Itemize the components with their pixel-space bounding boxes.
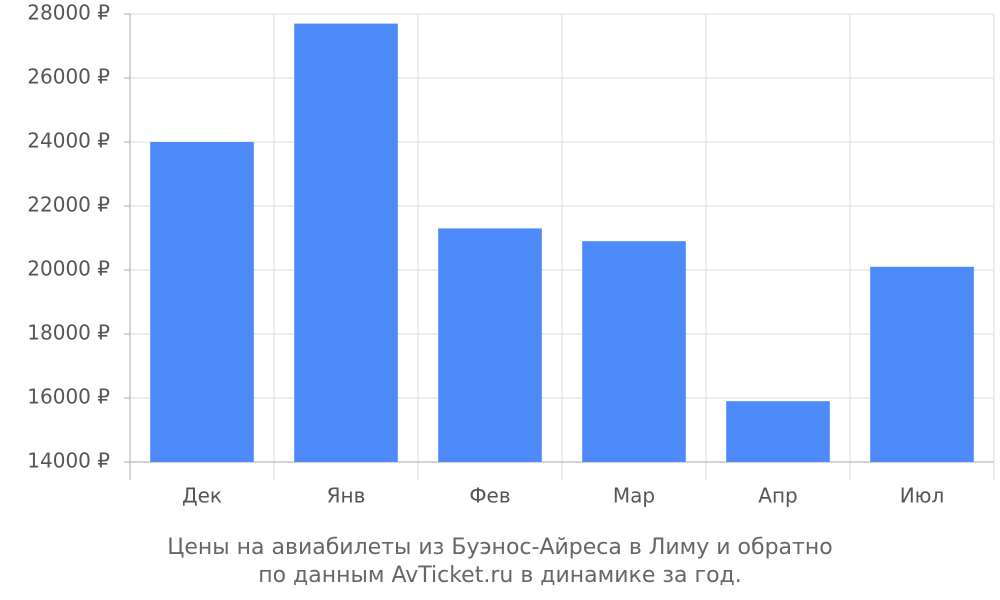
y-tick-label: 22000 ₽ bbox=[27, 193, 110, 217]
x-tick-label: Мар bbox=[613, 484, 655, 508]
bar bbox=[582, 241, 686, 462]
bar bbox=[150, 142, 254, 462]
bar bbox=[726, 401, 830, 462]
y-tick-label: 14000 ₽ bbox=[27, 449, 110, 473]
caption-line: Цены на авиабилеты из Буэнос-Айреса в Ли… bbox=[167, 535, 832, 560]
y-tick-label: 18000 ₽ bbox=[27, 321, 110, 345]
x-tick-label: Июл bbox=[900, 484, 945, 508]
y-tick-label: 20000 ₽ bbox=[27, 257, 110, 281]
x-tick-label: Апр bbox=[758, 484, 797, 508]
bar bbox=[870, 266, 974, 462]
x-tick-label: Фев bbox=[469, 484, 510, 508]
caption-line: по данным AvTicket.ru в динамике за год. bbox=[258, 563, 742, 588]
y-tick-label: 26000 ₽ bbox=[27, 65, 110, 89]
x-tick-label: Дек bbox=[182, 484, 222, 508]
bar bbox=[438, 228, 542, 462]
y-tick-label: 16000 ₽ bbox=[27, 385, 110, 409]
y-tick-label: 28000 ₽ bbox=[27, 1, 110, 25]
x-tick-label: Янв bbox=[327, 484, 366, 508]
bar bbox=[294, 23, 398, 462]
y-tick-label: 24000 ₽ bbox=[27, 129, 110, 153]
